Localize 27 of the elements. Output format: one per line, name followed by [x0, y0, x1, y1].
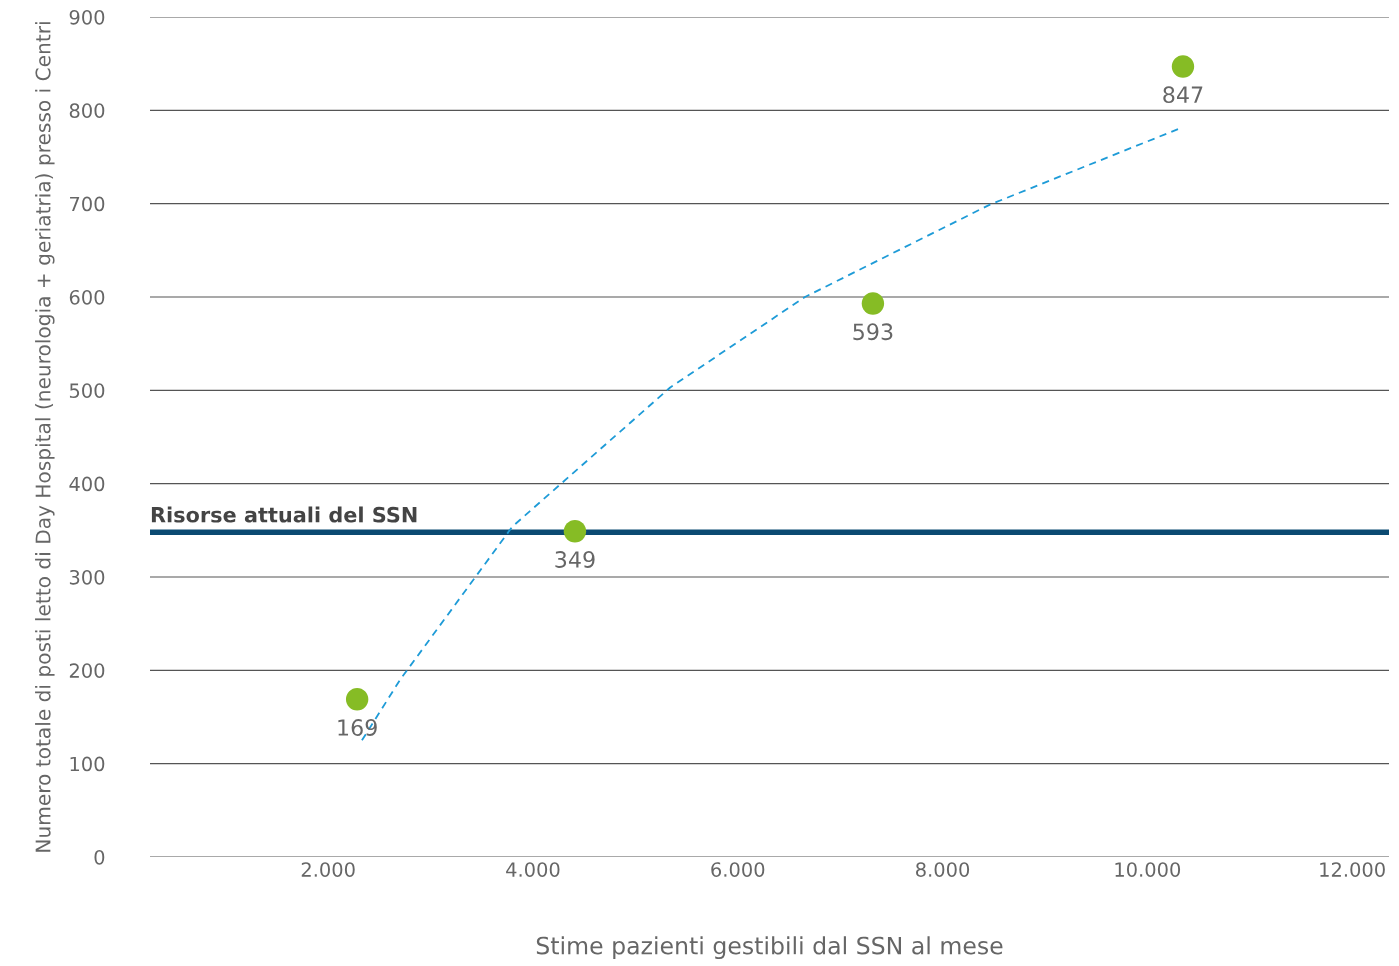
data-label: 593 — [853, 323, 893, 341]
y-tick-label: 200 — [69, 663, 105, 678]
y-tick-label: 400 — [69, 476, 105, 492]
x-tick-label: 12.000 — [1320, 862, 1385, 877]
x-tick-label: 6.000 — [711, 862, 765, 877]
y-tick-label: 0 — [94, 849, 105, 865]
y-tick-label: 700 — [70, 196, 105, 212]
y-tick-label: 300 — [69, 569, 105, 585]
y-axis-title: Numero totale di posti letto di Day Hospital (neurologia + geriatria) presso i Centri — [35, 22, 55, 852]
point — [345, 688, 369, 711]
point — [1171, 55, 1195, 78]
x-tick-label: 2.000 — [301, 862, 355, 877]
x-axis-title: Stime pazienti gestibili dal SSN al mese — [536, 936, 1003, 960]
data-label: 169 — [338, 719, 377, 736]
y-tick-label: 900 — [69, 9, 105, 25]
x-tick-label: 10.000 — [1115, 862, 1181, 877]
x-tick-label: 8.000 — [916, 862, 970, 877]
data-label: 349 — [555, 551, 595, 568]
y-tick-label: 800 — [69, 103, 105, 118]
ref-line-label: Risorse attuali del SSN — [151, 506, 417, 523]
y-tick-label: 100 — [70, 756, 105, 772]
point — [861, 292, 885, 315]
point — [563, 520, 587, 543]
data-label: 847 — [1163, 86, 1203, 104]
y-tick-label: 500 — [69, 383, 105, 398]
x-tick-label: 4.000 — [506, 862, 560, 877]
y-tick-label: 600 — [69, 289, 105, 305]
